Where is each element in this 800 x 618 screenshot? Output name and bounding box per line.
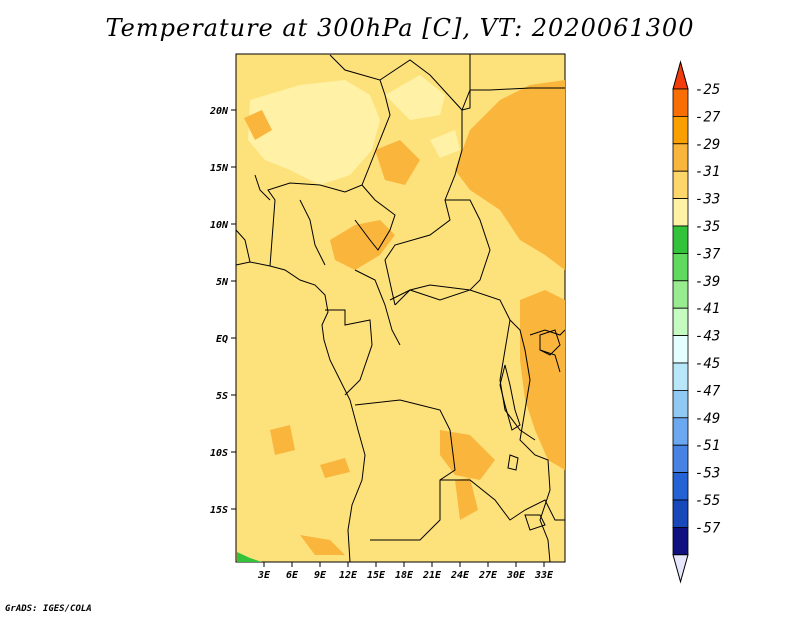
lon-label: 3E [257,570,271,581]
colorbar-swatch [672,444,689,474]
colorbar-label: -35 [695,219,720,235]
colorbar-label: -33 [695,192,720,208]
cold-region [237,552,262,562]
colorbar-label: -51 [695,438,720,454]
lon-label: 12E [339,570,358,581]
axis-ticks [231,109,545,567]
colorbar-swatch [672,307,689,337]
colorbar-swatch [672,252,689,282]
lon-label: 6E [286,570,299,581]
pale-region [248,75,460,185]
lat-label: 5S [216,391,228,402]
colorbar-swatch [672,143,689,172]
colorbar-swatch [672,389,689,419]
colorbar-label: -49 [695,411,720,427]
lat-label: 15N [210,163,229,174]
colorbar-label: -53 [695,466,720,482]
lon-label: 9E [314,570,327,581]
lon-label: 15E [367,570,386,581]
lat-label: 15S [210,505,228,516]
colorbar-label: -55 [695,493,720,509]
colorbar-label: -57 [695,520,721,536]
credit-text: GrADS: IGES/COLA [5,604,92,614]
colorbar-swatch [672,527,689,556]
lon-label: 18E [395,570,414,581]
lakes [499,329,561,531]
colorbar: -25 -27 -29 -31 -33 -35 -37 -39 -41 -43 -45 -47 -49 -… [672,60,721,584]
colorbar-label: -25 [695,82,720,98]
colorbar-swatch [672,116,689,145]
map-title: Temperature at 300hPa [C], VT: 202006130… [105,14,695,42]
colorbar-swatch [672,417,689,446]
colorbar-label: -37 [695,246,721,262]
lat-label: 20N [209,106,229,117]
colorbar-swatch [672,335,689,364]
colorbar-label: -29 [695,137,720,153]
lon-label: 21E [422,570,442,581]
lat-label: EQ [216,334,228,345]
lon-label: 30E [506,570,526,581]
lon-label: 24E [450,570,470,581]
colorbar-arrow-bottom [672,554,689,584]
colorbar-label: -31 [695,164,720,180]
colorbar-swatch [672,472,689,501]
borders [235,54,566,563]
colorbar-label: -43 [695,329,720,345]
colorbar-label: -41 [695,301,720,317]
colorbar-swatch [672,198,689,227]
lat-label: 5N [216,277,229,288]
colorbar-swatch [672,499,689,528]
colorbar-swatch [672,280,689,309]
colorbar-arrow-top [672,60,689,90]
lon-label: 33E [534,570,554,581]
colorbar-swatch [672,225,689,254]
colorbar-swatch [672,88,689,117]
colorbar-label: -27 [695,109,721,125]
colorbar-swatch [672,170,689,199]
lat-label: 10N [210,220,229,231]
lat-label: 10S [210,448,228,459]
colorbar-label: -47 [695,383,721,399]
lon-label: 27E [478,570,498,581]
colorbar-swatch [672,362,689,391]
colorbar-label: -45 [695,356,720,372]
colorbar-label: -39 [695,274,720,290]
